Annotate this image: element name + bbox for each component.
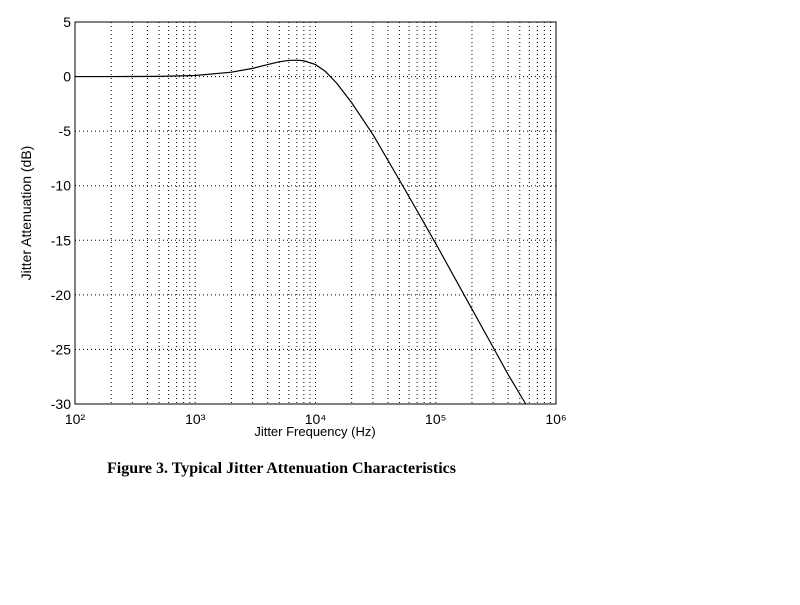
figure-caption: Figure 3. Typical Jitter Attenuation Cha…: [107, 460, 456, 477]
y-tick-label: 5: [63, 14, 71, 30]
y-tick-label: -5: [59, 123, 72, 139]
y-tick-label: -20: [51, 287, 71, 303]
plot-frame: [74, 21, 557, 405]
x-tick-label: 10⁵: [425, 411, 446, 427]
y-tick-label: -10: [51, 178, 71, 194]
x-tick-label: 10³: [185, 411, 206, 427]
x-tick-label: 10²: [65, 411, 86, 427]
data-line: [75, 59, 527, 405]
y-tick-label: 0: [63, 69, 71, 85]
x-tick-label: 10⁴: [305, 411, 327, 427]
y-axis-label: Jitter Attenuation (dB): [18, 146, 34, 281]
y-tick-label: -30: [51, 396, 71, 412]
x-tick-label: 10⁶: [545, 411, 566, 427]
y-tick-label: -15: [51, 232, 71, 248]
x-axis-label: Jitter Frequency (Hz): [254, 424, 375, 439]
y-tick-label: -25: [51, 341, 71, 357]
